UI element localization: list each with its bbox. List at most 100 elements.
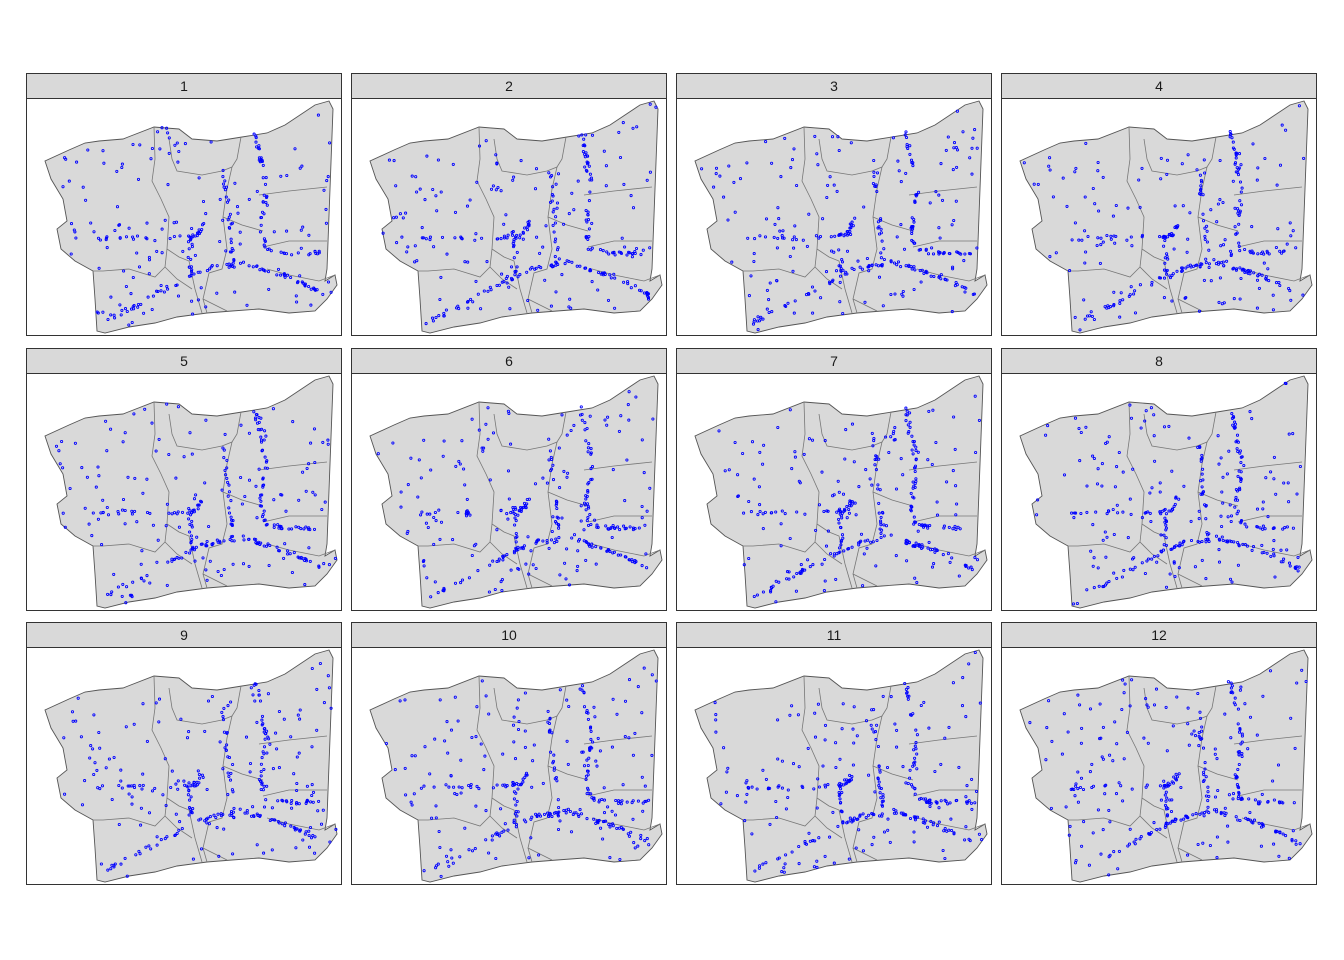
location-point	[221, 767, 225, 771]
location-point	[547, 546, 551, 550]
location-point	[403, 698, 407, 702]
location-point	[1186, 853, 1190, 857]
location-point	[514, 822, 519, 827]
location-point	[783, 862, 787, 866]
location-point	[588, 268, 592, 272]
location-point	[190, 452, 194, 456]
location-point	[637, 526, 641, 530]
location-point	[1145, 783, 1149, 787]
location-point	[1199, 737, 1203, 741]
location-point	[523, 691, 527, 695]
location-point	[1105, 233, 1109, 238]
location-point	[1239, 163, 1243, 167]
location-point	[839, 787, 843, 791]
location-point	[165, 502, 169, 506]
location-point	[522, 544, 526, 548]
location-point	[913, 544, 917, 548]
location-point	[789, 166, 793, 170]
location-point	[75, 160, 79, 164]
location-point	[223, 432, 227, 436]
location-point	[439, 520, 444, 524]
location-point	[535, 235, 539, 239]
location-point	[1236, 797, 1240, 801]
location-point	[284, 509, 288, 513]
location-point	[911, 224, 915, 228]
location-point	[139, 823, 143, 827]
location-point	[1201, 779, 1205, 784]
location-point	[1238, 249, 1242, 253]
location-point	[304, 559, 309, 563]
location-point	[113, 316, 117, 320]
location-point	[913, 786, 917, 790]
location-point	[406, 245, 410, 249]
location-point	[794, 589, 798, 593]
location-point	[869, 540, 873, 544]
location-point	[925, 271, 929, 275]
location-point	[879, 227, 883, 231]
location-point	[556, 798, 560, 802]
location-point	[1215, 835, 1219, 839]
location-point	[619, 414, 623, 418]
location-point	[1239, 742, 1243, 746]
location-point	[793, 224, 797, 228]
location-point	[1216, 202, 1220, 206]
location-point	[730, 260, 734, 264]
location-point	[903, 813, 908, 817]
location-point	[1097, 209, 1101, 213]
location-point	[1170, 273, 1174, 278]
location-point	[487, 590, 491, 594]
location-point	[524, 562, 528, 566]
location-point	[605, 423, 609, 427]
location-point	[877, 275, 882, 279]
location-point	[1089, 549, 1093, 553]
location-point	[562, 469, 566, 473]
location-point	[876, 226, 880, 230]
location-point	[851, 763, 855, 767]
location-point	[304, 489, 308, 493]
location-point	[139, 806, 143, 810]
location-point	[459, 758, 463, 762]
location-point	[293, 826, 297, 830]
district-boundary	[547, 491, 589, 507]
location-point	[270, 848, 274, 852]
location-point	[1221, 501, 1225, 505]
location-point	[788, 254, 792, 259]
location-point	[871, 181, 875, 186]
location-point	[1120, 707, 1124, 712]
location-point	[955, 109, 959, 113]
location-point	[1243, 543, 1247, 547]
district-map	[44, 649, 338, 883]
location-point	[319, 822, 324, 826]
location-point	[590, 465, 595, 469]
location-point	[913, 241, 917, 245]
location-point	[141, 783, 145, 787]
location-point	[1159, 533, 1163, 537]
location-point	[643, 839, 647, 843]
location-point	[292, 551, 296, 555]
location-point	[176, 787, 180, 791]
location-point	[1193, 565, 1197, 569]
location-point	[1217, 548, 1221, 552]
location-point	[772, 235, 776, 239]
location-point	[287, 527, 291, 531]
location-point	[1111, 507, 1115, 512]
location-point	[894, 487, 899, 491]
district-boundary	[1233, 735, 1303, 745]
location-point	[1285, 525, 1289, 529]
district-boundary	[1241, 817, 1311, 831]
location-point	[187, 781, 191, 785]
location-point	[298, 829, 302, 833]
location-point	[450, 856, 454, 860]
location-point	[225, 730, 229, 735]
location-point	[641, 809, 645, 813]
location-point	[919, 703, 923, 708]
location-point	[745, 779, 749, 783]
location-point	[910, 238, 914, 242]
location-point	[586, 523, 591, 527]
location-point	[1108, 753, 1112, 757]
location-point	[222, 706, 226, 710]
location-point	[954, 799, 958, 803]
location-point	[529, 549, 533, 553]
location-point	[1114, 203, 1118, 208]
location-point	[447, 785, 451, 789]
